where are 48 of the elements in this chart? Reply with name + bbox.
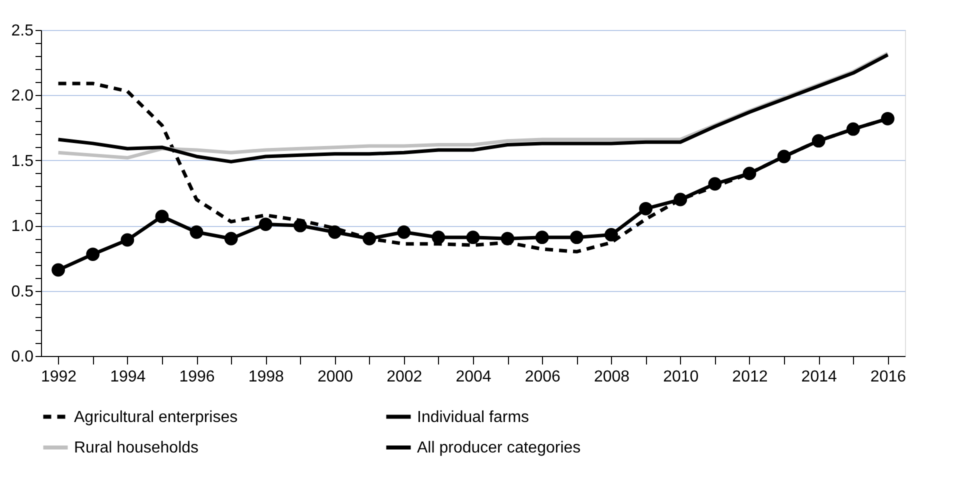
point <box>708 177 722 191</box>
point <box>881 112 894 126</box>
y-tick-label: 0.0 <box>11 348 34 366</box>
point <box>190 225 204 239</box>
y-tick-label: 1.5 <box>11 152 34 170</box>
x-tick-label: 1996 <box>179 368 215 386</box>
y-tick-label: 2.5 <box>11 22 34 40</box>
point <box>362 232 376 246</box>
legend-label: Agricultural enterprises <box>74 408 238 426</box>
x-tick-label: 2002 <box>386 368 422 386</box>
x-tick-label: 2012 <box>732 368 768 386</box>
point <box>258 218 272 231</box>
point <box>742 166 756 180</box>
y-tick-label: 0.5 <box>11 283 34 300</box>
point <box>639 202 653 216</box>
point <box>120 233 134 247</box>
point <box>674 192 688 206</box>
legend-label: Rural households <box>74 440 199 456</box>
point <box>466 230 480 244</box>
point <box>535 230 549 244</box>
point <box>155 210 169 224</box>
point <box>397 225 411 239</box>
x-tick-label: 2016 <box>870 368 906 386</box>
point <box>812 134 826 148</box>
y-tick-label: 1.0 <box>11 218 34 236</box>
point <box>777 150 791 164</box>
point <box>293 218 307 232</box>
x-tick-label: 1994 <box>110 368 146 386</box>
x-tick-label: 1992 <box>40 368 77 386</box>
x-tick-label: 2006 <box>524 368 561 386</box>
point <box>432 230 446 244</box>
point <box>570 230 584 244</box>
x-tick-label: 2004 <box>456 368 492 386</box>
x-tick-label: 2014 <box>801 368 837 386</box>
point <box>604 228 618 242</box>
legend-label: Individual farms <box>417 408 530 426</box>
x-tick-label: 2000 <box>317 368 354 386</box>
point <box>500 232 514 246</box>
point <box>328 225 342 239</box>
point <box>846 122 860 136</box>
point <box>224 232 238 246</box>
x-tick-label: 2008 <box>594 368 630 386</box>
x-tick-label: 2010 <box>663 368 699 386</box>
point <box>52 263 65 277</box>
x-tick-label: 1998 <box>248 368 284 386</box>
point <box>86 248 100 261</box>
y-tick-label: 2.0 <box>11 88 34 105</box>
legend-label: All producer categories <box>417 440 581 456</box>
